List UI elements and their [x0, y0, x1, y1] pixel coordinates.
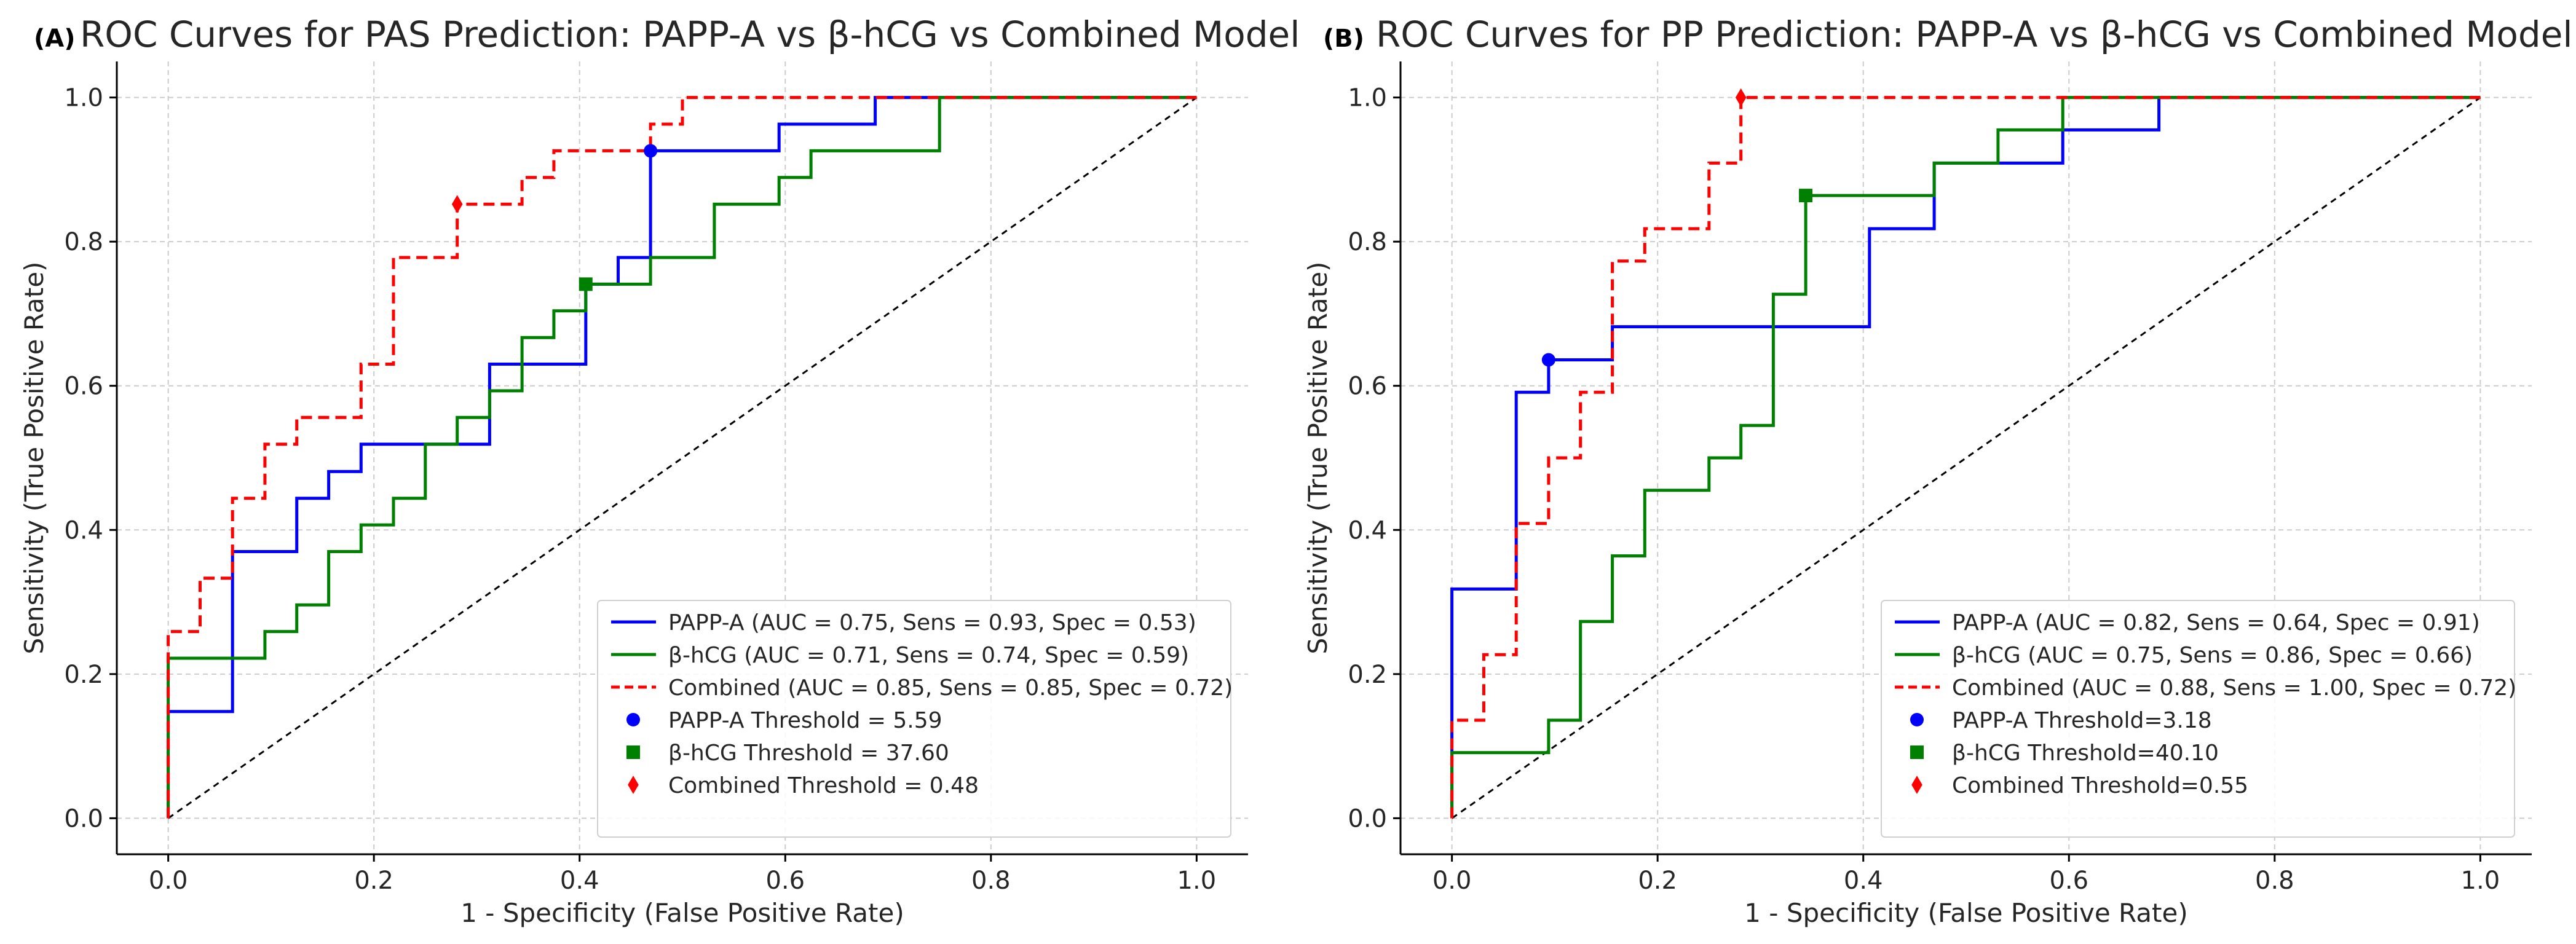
- x-tick-label: 1.0: [2461, 867, 2500, 895]
- legend-entry: Combined (AUC = 0.85, Sens = 0.85, Spec …: [668, 675, 1233, 701]
- x-tick-label: 0.0: [1432, 867, 1472, 895]
- legend-entry: Combined Threshold=0.55: [1952, 773, 2248, 798]
- series-line-combined: [1450, 96, 2481, 819]
- threshold-marker-b-hcg: [579, 277, 593, 291]
- x-tick-label: 0.4: [560, 867, 599, 895]
- legend-marker-b-hcg: [1910, 745, 1924, 759]
- x-tick-label: 0.8: [971, 867, 1011, 895]
- roc-panel-a: 0.0 0.2 0.4 0.6 0.8 1.0 0.0 0.2 0.4 0.6 0.8 1.0 1 - …: [19, 14, 1300, 928]
- x-tick-label: 1.0: [1177, 867, 1217, 895]
- legend-entry: β-hCG (AUC = 0.71, Sens = 0.74, Spec = 0…: [668, 643, 1189, 668]
- y-tick-label: 1.0: [64, 84, 103, 112]
- x-tick-label: 0.8: [2255, 867, 2294, 895]
- y-axis-label: Sensitivity (True Positive Rate): [1303, 262, 1333, 655]
- legend-marker-combined: [1911, 776, 1922, 794]
- legend-entry: PAPP-A (AUC = 0.82, Sens = 0.64, Spec = …: [1952, 610, 2480, 635]
- series-line-combined: [167, 96, 1197, 819]
- y-tick-label: 0.2: [1348, 661, 1387, 689]
- x-axis-label: 1 - Specificity (False Positive Rate): [460, 898, 904, 928]
- legend-marker-papp-a: [1910, 713, 1924, 726]
- threshold-marker-b-hcg: [1799, 189, 1813, 203]
- y-tick-label: 0.4: [64, 516, 103, 545]
- series-line-papp-a: [1450, 96, 2481, 819]
- series-line-b-hcg: [167, 96, 1197, 819]
- legend-entry: Combined Threshold = 0.48: [668, 773, 979, 798]
- y-tick-label: 0.8: [1348, 228, 1387, 256]
- legend: PAPP-A (AUC = 0.82, Sens = 0.64, Spec = …: [1881, 600, 2516, 838]
- legend-entry: PAPP-A (AUC = 0.75, Sens = 0.93, Spec = …: [668, 610, 1196, 635]
- series-line-b-hcg: [1450, 96, 2481, 819]
- legend-box: [597, 600, 1231, 838]
- panel-label: (B): [1323, 25, 1364, 53]
- legend: PAPP-A (AUC = 0.75, Sens = 0.93, Spec = …: [597, 600, 1233, 838]
- legend-marker-b-hcg: [626, 745, 640, 759]
- y-tick-label: 0.8: [64, 228, 103, 256]
- y-axis-label: Sensitivity (True Positive Rate): [19, 262, 49, 655]
- threshold-marker-papp-a: [644, 144, 658, 158]
- chart-title: ROC Curves for PAS Prediction: PAPP-A vs…: [80, 14, 1300, 55]
- y-tick-label: 0.6: [64, 372, 103, 401]
- threshold-marker-combined: [451, 195, 463, 214]
- x-tick-label: 0.2: [354, 867, 393, 895]
- x-tick-label: 0.2: [1638, 867, 1677, 895]
- y-tick-label: 0.4: [1348, 516, 1387, 545]
- legend-marker-papp-a: [626, 713, 640, 726]
- y-tick-label: 0.0: [64, 804, 103, 833]
- legend-box: [1881, 600, 2515, 838]
- roc-panel-b: 0.0 0.2 0.4 0.6 0.8 1.0 0.0 0.2 0.4 0.6 0.8 1.0 1 - …: [1303, 14, 2573, 928]
- y-tick-label: 1.0: [1348, 84, 1387, 112]
- x-tick-label: 0.0: [149, 867, 188, 895]
- panel-label: (A): [34, 25, 76, 53]
- threshold-marker-combined: [1735, 88, 1747, 107]
- y-tick-label: 0.2: [64, 661, 103, 689]
- x-tick-label: 0.4: [1844, 867, 1883, 895]
- legend-marker-combined: [628, 776, 639, 794]
- legend-entry: β-hCG (AUC = 0.75, Sens = 0.86, Spec = 0…: [1952, 643, 2473, 668]
- y-tick-label: 0.0: [1348, 804, 1387, 833]
- legend-entry: PAPP-A Threshold=3.18: [1952, 708, 2212, 733]
- legend-entry: β-hCG Threshold = 37.60: [668, 741, 949, 766]
- chart-title: ROC Curves for PP Prediction: PAPP-A vs …: [1376, 14, 2573, 55]
- y-tick-label: 0.6: [1348, 372, 1387, 401]
- legend-entry: PAPP-A Threshold = 5.59: [668, 708, 942, 733]
- legend-entry: Combined (AUC = 0.88, Sens = 1.00, Spec …: [1952, 675, 2516, 701]
- x-tick-label: 0.6: [765, 867, 805, 895]
- threshold-marker-papp-a: [1541, 353, 1555, 367]
- legend-entry: β-hCG Threshold=40.10: [1952, 741, 2219, 766]
- x-axis-label: 1 - Specificity (False Positive Rate): [1744, 898, 2188, 928]
- x-tick-label: 0.6: [2049, 867, 2088, 895]
